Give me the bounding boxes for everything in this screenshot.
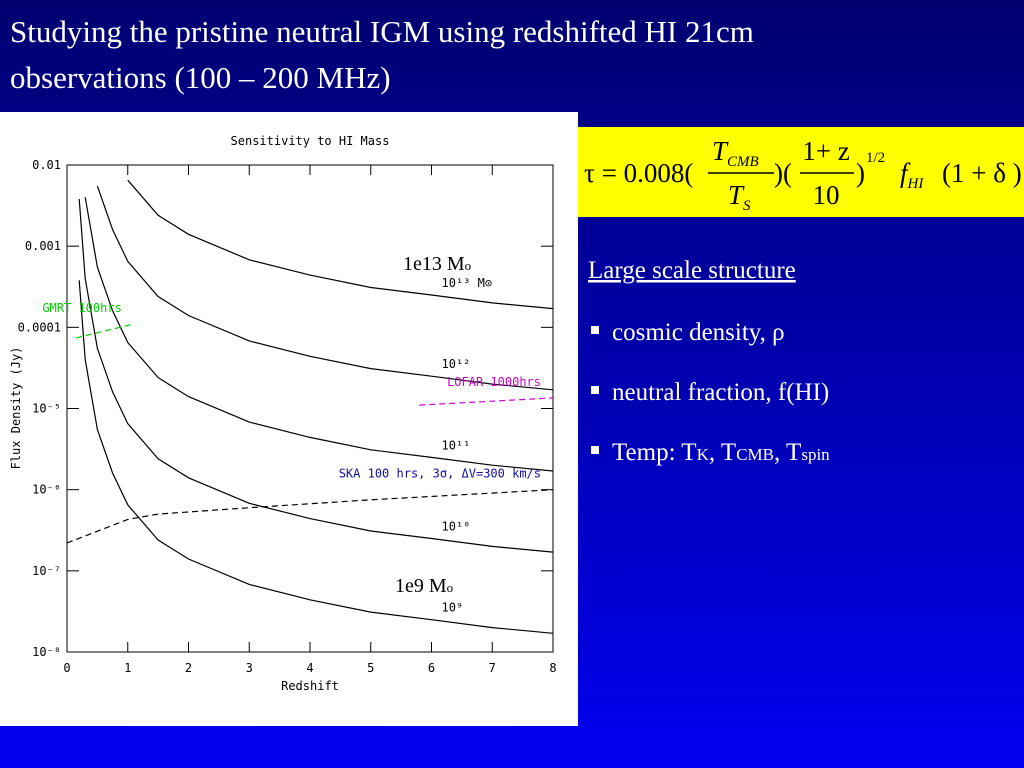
overlay-label: 1e9 Mo bbox=[395, 575, 453, 597]
eq-text: T bbox=[728, 180, 745, 210]
x-tick-label: 7 bbox=[489, 661, 496, 675]
bullet: cosmic density, ρ bbox=[612, 319, 785, 346]
eq-text: ) bbox=[856, 158, 865, 188]
y-axis-label: Flux Density (Jy) bbox=[9, 347, 23, 470]
y-tick-label: 0.001 bbox=[25, 239, 61, 253]
eq-text: TS bbox=[728, 180, 751, 214]
x-tick-label: 3 bbox=[246, 661, 253, 675]
eq-text: T bbox=[712, 136, 729, 166]
bullet-marker bbox=[591, 386, 599, 394]
chart-title: Sensitivity to HI Mass bbox=[231, 134, 390, 148]
curve-label: 10¹¹ bbox=[442, 438, 471, 452]
y-tick-label: 0.0001 bbox=[18, 320, 61, 334]
y-tick-label: 10⁻⁵ bbox=[32, 402, 61, 416]
curve-label: 10¹⁰ bbox=[442, 520, 471, 534]
curve bbox=[96, 185, 554, 391]
x-tick-label: 0 bbox=[63, 661, 70, 675]
title-line: observations (100 – 200 MHz) bbox=[10, 60, 391, 95]
eq-sub: CMB bbox=[727, 154, 759, 170]
bullet: Temp: TK, TCMB, Tspin bbox=[612, 439, 830, 466]
curve-label: 10⁹ bbox=[442, 601, 464, 615]
eq-sub: HI bbox=[907, 176, 925, 192]
heading: Large scale structure bbox=[588, 257, 796, 284]
eq-sub: S bbox=[743, 198, 751, 214]
y-tick-label: 10⁻⁷ bbox=[32, 564, 61, 578]
overlay-sub: o bbox=[447, 580, 454, 595]
title-line: Studying the pristine neutral IGM using … bbox=[10, 14, 754, 49]
curve bbox=[84, 197, 554, 472]
overlay-text: 1e9 M bbox=[395, 575, 447, 597]
overlay-text: 1e13 M bbox=[403, 253, 465, 275]
curve bbox=[78, 199, 554, 553]
bullet-text: , T bbox=[774, 439, 801, 466]
equation-box bbox=[578, 127, 1024, 217]
x-tick-label: 1 bbox=[124, 661, 131, 675]
x-tick-label: 5 bbox=[367, 661, 374, 675]
bullet-marker bbox=[591, 446, 599, 454]
bullet-marker bbox=[591, 326, 599, 334]
sensitivity-line bbox=[419, 397, 554, 406]
eq-text: 1+ z bbox=[802, 136, 849, 166]
eq-text: f bbox=[900, 158, 911, 188]
eq-text: TCMB bbox=[712, 136, 759, 170]
eq-text: fHI bbox=[900, 158, 924, 192]
eq-text: )( bbox=[774, 158, 792, 188]
bullet-sub: spin bbox=[801, 445, 830, 464]
eq-text: 10 bbox=[813, 180, 840, 210]
curve-label: 10¹³ M⊙ bbox=[442, 276, 493, 290]
sensitivity-line bbox=[66, 489, 554, 544]
y-tick-label: 10⁻⁸ bbox=[32, 645, 61, 659]
x-axis-label: Redshift bbox=[281, 679, 339, 693]
bullet-text: Temp: T bbox=[612, 439, 697, 466]
curve bbox=[127, 179, 554, 310]
bullet: neutral fraction, f(HI) bbox=[612, 379, 829, 406]
chart: Sensitivity to HI Mass Redshift Flux Densi… bbox=[9, 134, 557, 693]
sensitivity-label: LOFAR 1000hrs bbox=[447, 375, 541, 389]
curve-label: 10¹² bbox=[442, 357, 471, 371]
eq-text: (1 + δ ) bbox=[942, 158, 1022, 188]
bullet-text: , T bbox=[709, 439, 736, 466]
bullet-list: cosmic density, ρ neutral fraction, f(HI)… bbox=[591, 319, 830, 466]
overlay-label: 1e13 Mo bbox=[403, 253, 471, 275]
x-tick-label: 4 bbox=[306, 661, 313, 675]
overlay-sub: o bbox=[465, 258, 472, 273]
x-tick-label: 8 bbox=[549, 661, 556, 675]
y-tick-label: 0.01 bbox=[32, 158, 61, 172]
bullet-sub: CMB bbox=[736, 445, 774, 464]
sensitivity-label: SKA 100 hrs, 3σ, ΔV=300 km/s bbox=[339, 467, 541, 481]
bullet-text: cosmic density, ρ bbox=[612, 319, 785, 346]
eq-text: τ = 0.008( bbox=[584, 158, 693, 188]
equation: τ = 0.008( TCMB TS )( 1+ z 10 ) 1/2 fHI … bbox=[584, 136, 1022, 214]
chart-panel bbox=[0, 112, 578, 726]
bullet-sub: K bbox=[697, 445, 710, 464]
bullet-text: neutral fraction, f(HI) bbox=[612, 379, 829, 406]
y-tick-label: 10⁻⁶ bbox=[32, 483, 61, 497]
curve bbox=[78, 280, 554, 634]
x-tick-label: 6 bbox=[428, 661, 435, 675]
x-tick-label: 2 bbox=[185, 661, 192, 675]
eq-sup: 1/2 bbox=[866, 150, 885, 166]
sensitivity-label: GMRT 100hrs bbox=[42, 301, 121, 315]
